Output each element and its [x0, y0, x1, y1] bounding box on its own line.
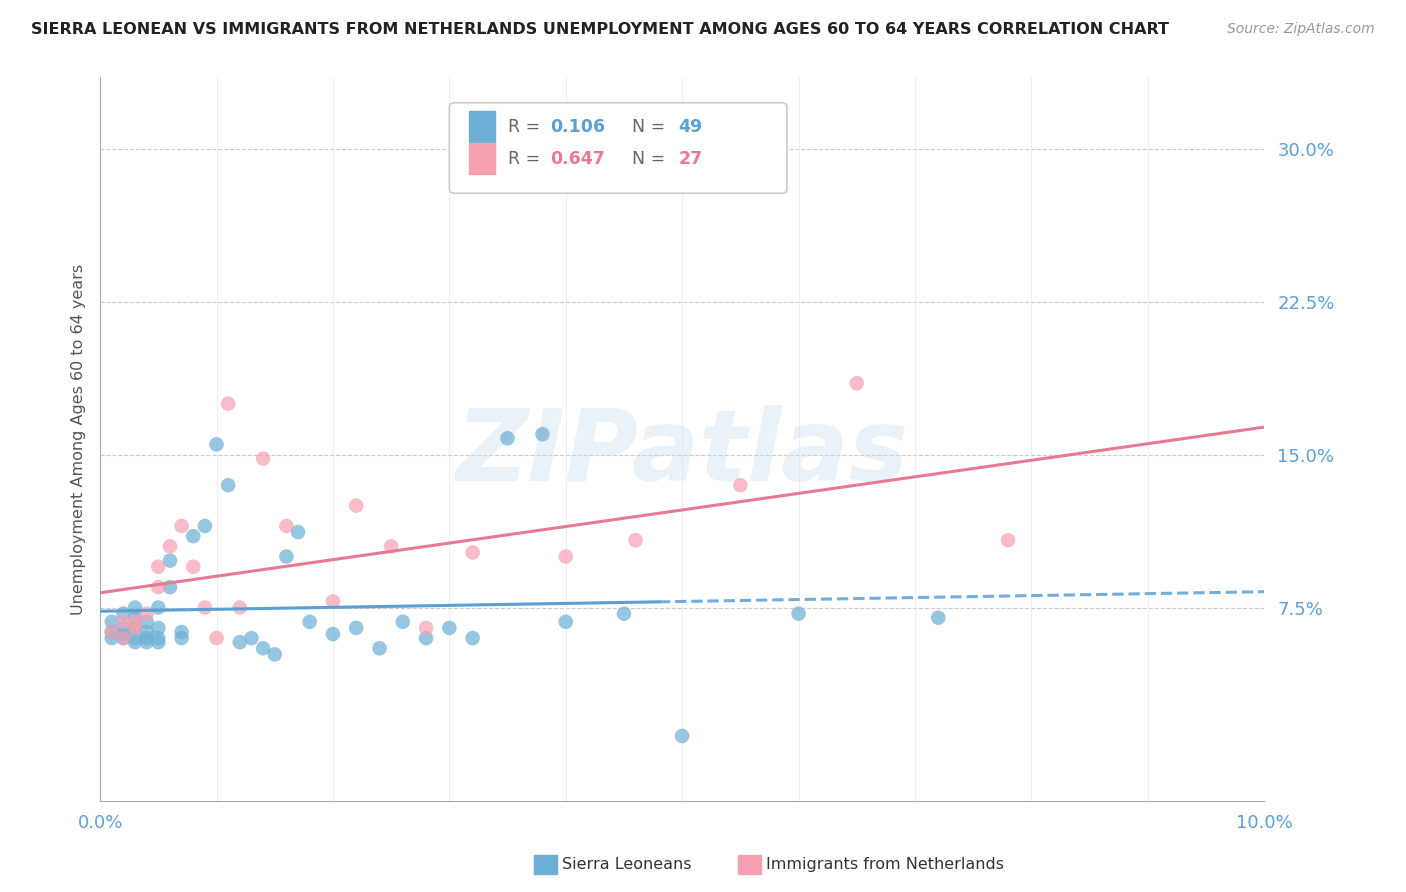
Text: 0.106: 0.106: [551, 119, 606, 136]
Point: [252, 641, 274, 656]
Point: [415, 631, 437, 645]
Text: SIERRA LEONEAN VS IMMIGRANTS FROM NETHERLANDS UNEMPLOYMENT AMONG AGES 60 TO 64 Y: SIERRA LEONEAN VS IMMIGRANTS FROM NETHER…: [31, 22, 1168, 37]
Point: [170, 631, 193, 645]
Point: [461, 545, 484, 559]
Point: [287, 525, 309, 540]
Text: ZIPatlas: ZIPatlas: [456, 405, 908, 502]
Point: [391, 615, 413, 629]
Point: [112, 631, 135, 645]
Point: [159, 554, 181, 568]
Point: [135, 635, 157, 649]
Point: [124, 615, 146, 629]
Point: [194, 600, 217, 615]
Point: [205, 437, 228, 451]
Text: Sierra Leoneans: Sierra Leoneans: [562, 857, 692, 871]
Point: [439, 621, 461, 635]
Point: [671, 729, 693, 743]
Point: [181, 529, 204, 543]
Point: [252, 451, 274, 466]
Point: [124, 621, 146, 635]
Point: [927, 611, 949, 625]
Point: [148, 621, 170, 635]
Point: [112, 631, 135, 645]
Point: [229, 600, 252, 615]
FancyBboxPatch shape: [450, 103, 787, 194]
Point: [415, 621, 437, 635]
Point: [322, 627, 344, 641]
Point: [148, 580, 170, 594]
Point: [124, 621, 146, 635]
Point: [124, 611, 146, 625]
Text: N =: N =: [633, 150, 671, 169]
Point: [135, 615, 157, 629]
Point: [322, 594, 344, 608]
Point: [170, 519, 193, 533]
Point: [461, 631, 484, 645]
Text: Source: ZipAtlas.com: Source: ZipAtlas.com: [1227, 22, 1375, 37]
Point: [298, 615, 321, 629]
Point: [148, 631, 170, 645]
Point: [344, 621, 367, 635]
Point: [368, 641, 391, 656]
Point: [276, 519, 298, 533]
Point: [124, 635, 146, 649]
Point: [159, 580, 181, 594]
Point: [380, 540, 402, 554]
Point: [787, 607, 810, 621]
Point: [148, 559, 170, 574]
Point: [135, 631, 157, 645]
Point: [170, 625, 193, 640]
Text: 49: 49: [679, 119, 703, 136]
Point: [276, 549, 298, 564]
Point: [217, 478, 239, 492]
Point: [112, 615, 135, 629]
Point: [344, 499, 367, 513]
Point: [124, 631, 146, 645]
Point: [217, 397, 239, 411]
Point: [845, 376, 868, 391]
Point: [135, 607, 157, 621]
Point: [531, 427, 554, 442]
Text: Immigrants from Netherlands: Immigrants from Netherlands: [766, 857, 1004, 871]
Point: [100, 615, 122, 629]
Point: [554, 615, 576, 629]
Point: [112, 621, 135, 635]
Point: [205, 631, 228, 645]
Point: [624, 533, 647, 548]
Point: [613, 607, 636, 621]
Point: [148, 635, 170, 649]
Text: R =: R =: [508, 150, 546, 169]
Point: [135, 625, 157, 640]
Text: R =: R =: [508, 119, 546, 136]
Point: [148, 600, 170, 615]
Point: [229, 635, 252, 649]
Point: [181, 559, 204, 574]
Point: [159, 540, 181, 554]
Point: [124, 600, 146, 615]
Text: 27: 27: [679, 150, 703, 169]
Point: [263, 648, 285, 662]
Point: [100, 625, 122, 640]
Text: N =: N =: [633, 119, 671, 136]
Bar: [470, 112, 495, 142]
Point: [554, 549, 576, 564]
Point: [496, 431, 519, 445]
Y-axis label: Unemployment Among Ages 60 to 64 years: Unemployment Among Ages 60 to 64 years: [72, 264, 86, 615]
Point: [100, 625, 122, 640]
Point: [730, 478, 752, 492]
Point: [194, 519, 217, 533]
Point: [100, 631, 122, 645]
Point: [112, 607, 135, 621]
Text: 0.647: 0.647: [551, 150, 606, 169]
Point: [240, 631, 263, 645]
Point: [997, 533, 1019, 548]
Bar: [470, 144, 495, 174]
Point: [112, 627, 135, 641]
